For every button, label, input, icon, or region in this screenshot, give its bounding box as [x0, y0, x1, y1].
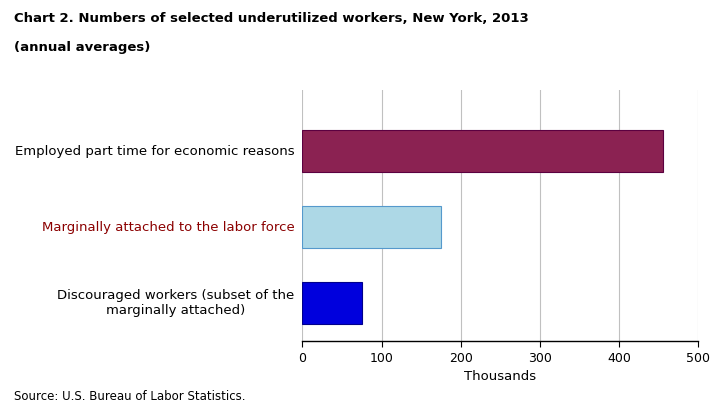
Text: Employed part time for economic reasons: Employed part time for economic reasons — [15, 145, 294, 158]
Bar — [302, 282, 361, 324]
Bar — [302, 206, 441, 248]
Text: (annual averages): (annual averages) — [14, 41, 150, 54]
Text: Marginally attached to the labor force: Marginally attached to the labor force — [42, 221, 294, 234]
Bar — [302, 130, 662, 172]
Text: Chart 2. Numbers of selected underutilized workers, New York, 2013: Chart 2. Numbers of selected underutiliz… — [14, 12, 529, 25]
Text: Discouraged workers (subset of the
marginally attached): Discouraged workers (subset of the margi… — [57, 289, 294, 317]
Text: Source: U.S. Bureau of Labor Statistics.: Source: U.S. Bureau of Labor Statistics. — [14, 390, 246, 403]
X-axis label: Thousands: Thousands — [464, 370, 536, 383]
